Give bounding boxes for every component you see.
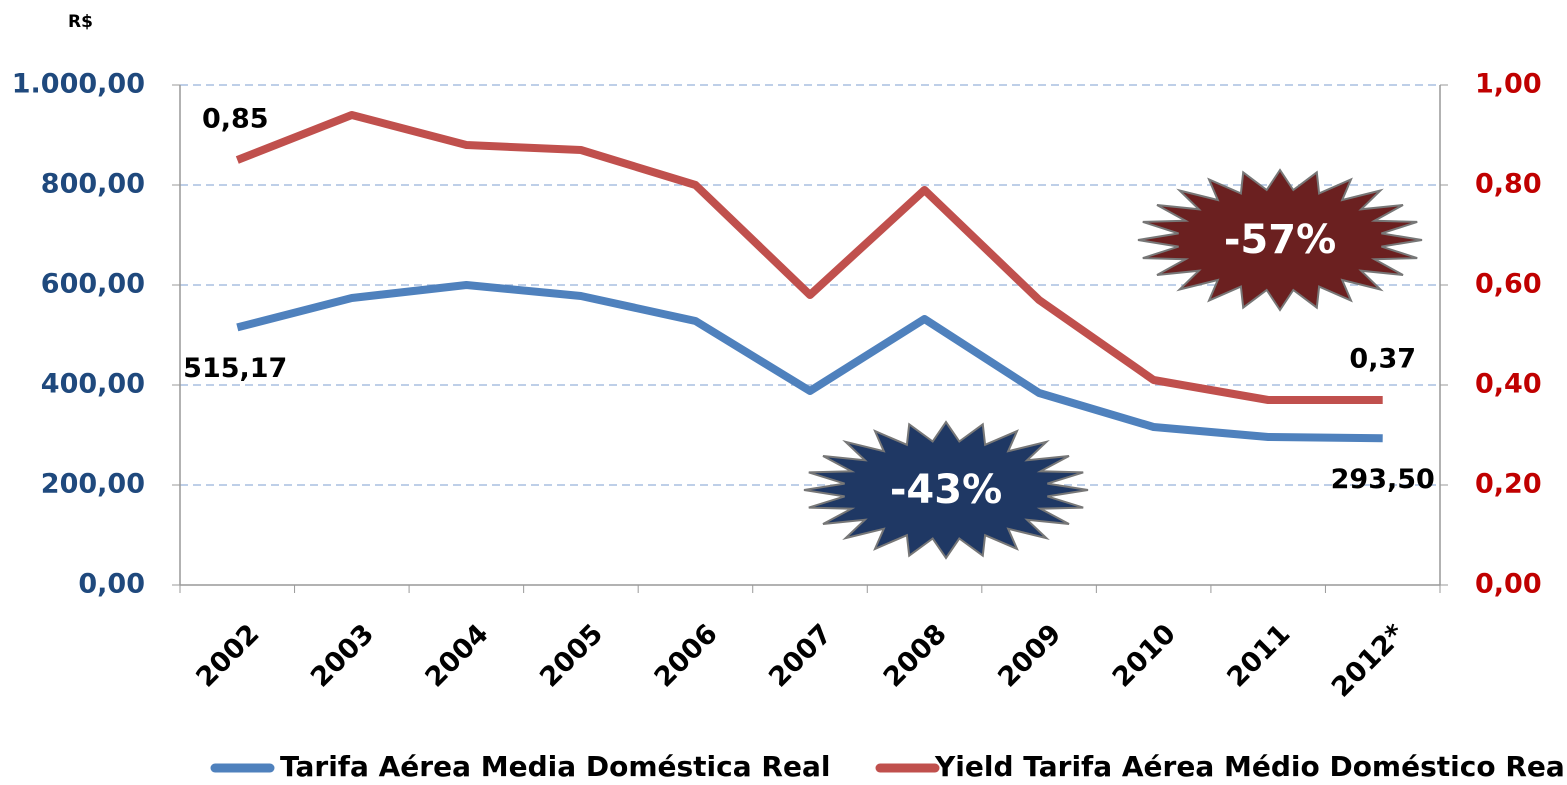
- x-tick-label: 2005: [534, 618, 609, 693]
- x-tick-label: 2012*: [1326, 618, 1411, 703]
- y2-tick-label: 0,80: [1475, 169, 1542, 200]
- y2-tick-label: 0,20: [1475, 469, 1542, 500]
- x-tick-label: 2008: [878, 618, 953, 693]
- y-tick-label: 400,00: [41, 369, 145, 400]
- series-line: [235, 111, 1383, 404]
- y-tick-label: 800,00: [41, 169, 145, 200]
- y2-tick-label: 0,60: [1475, 269, 1542, 300]
- annotation: -43%: [890, 467, 1002, 513]
- y2-tick-label: 0,40: [1475, 369, 1542, 400]
- y-tick-label: 0,00: [78, 569, 145, 600]
- x-tick-label: 2010: [1107, 618, 1182, 693]
- starburst: [803, 420, 1089, 560]
- y2-tick-label: 1,00: [1475, 69, 1542, 100]
- legend-label: Yield Tarifa Aérea Médio Doméstico Real: [934, 750, 1567, 781]
- starburst: [1137, 168, 1423, 312]
- annotation: -57%: [1224, 217, 1336, 263]
- annotation: R$: [68, 12, 93, 32]
- x-tick-label: 2009: [992, 618, 1067, 693]
- x-tick-label: 2011: [1221, 618, 1296, 693]
- data-label: 515,17: [183, 353, 287, 384]
- data-label: 0,85: [202, 104, 269, 135]
- x-tick-label: 2003: [305, 618, 380, 693]
- y2-tick-label: 0,00: [1475, 569, 1542, 600]
- y-tick-label: 600,00: [41, 269, 145, 300]
- x-tick-label: 2002: [190, 618, 265, 693]
- data-label: 293,50: [1331, 464, 1435, 495]
- x-tick-label: 2006: [649, 618, 724, 693]
- data-label: 0,37: [1349, 344, 1416, 375]
- legend-label: Tarifa Aérea Media Doméstica Real: [280, 750, 830, 781]
- series-line: [236, 281, 1383, 443]
- y-tick-label: 200,00: [41, 469, 145, 500]
- x-tick-label: 2007: [763, 618, 838, 693]
- y-tick-label: 1.000,00: [12, 69, 145, 100]
- x-tick-label: 2004: [420, 618, 495, 693]
